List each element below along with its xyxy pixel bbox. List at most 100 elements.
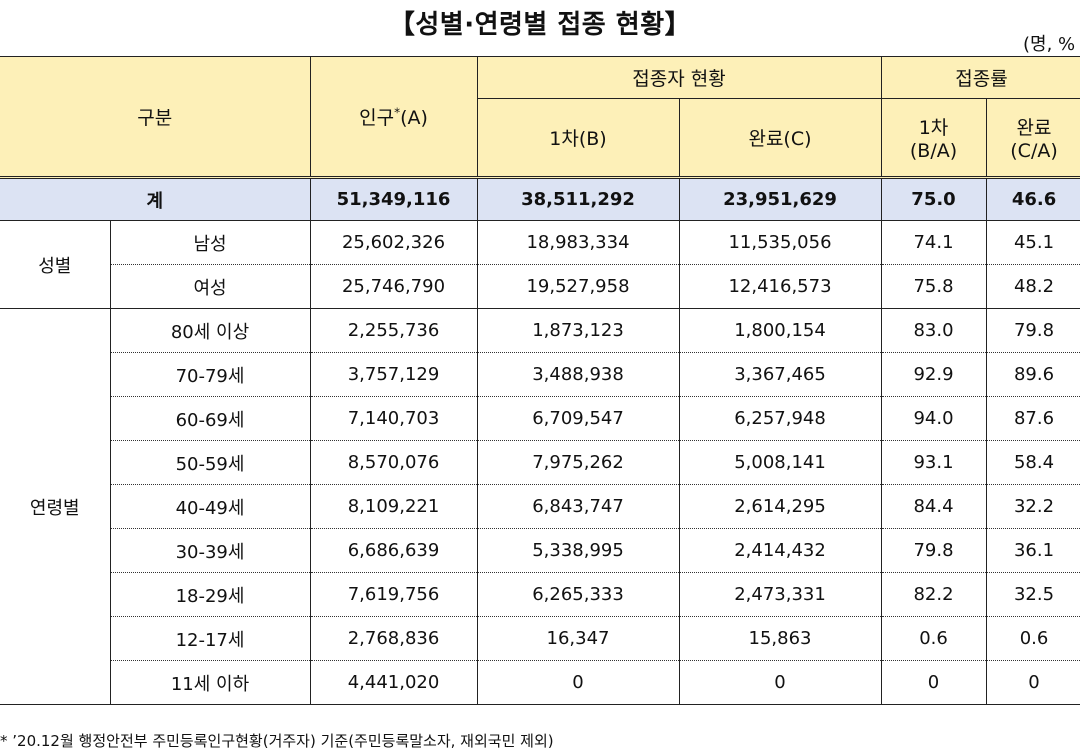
row-rate-completed: 87.6	[985, 396, 1080, 441]
row-rate-completed: 0	[985, 660, 1080, 705]
row-label: 11세 이하	[109, 660, 311, 705]
header-vaccinated-group: 접종자 현황	[476, 56, 882, 99]
header-rate-group: 접종률	[880, 56, 1080, 99]
header-rate-completed-l1: 완료	[1016, 117, 1052, 139]
header-rate-first-l1: 1차	[918, 117, 949, 139]
table-row: 연령별 80세 이상 2,255,736 1,873,123 1,800,154…	[0, 308, 1080, 705]
row-rate-completed: 32.2	[985, 484, 1080, 529]
row-rate-first: 75.8	[880, 264, 987, 309]
row-population: 2,255,736	[309, 308, 478, 353]
total-first: 38,511,292	[476, 176, 680, 221]
row-completed: 2,473,331	[678, 572, 882, 617]
vaccination-table: 구분 인구*(A) 접종자 현황 접종률 1차(B) 완료(C) 1차 (B/A)…	[0, 56, 1080, 705]
row-first: 6,265,333	[476, 572, 680, 617]
table-row: 40-49세 8,109,221 6,843,747 2,614,295 84.…	[0, 484, 1080, 529]
row-completed: 12,416,573	[678, 264, 882, 309]
total-rate-first: 75.0	[880, 176, 987, 221]
row-label: 남성	[109, 220, 311, 265]
row-rate-first: 83.0	[880, 308, 987, 353]
table-row: 18-29세 7,619,756 6,265,333 2,473,331 82.…	[0, 572, 1080, 617]
row-population: 3,757,129	[309, 352, 478, 397]
row-completed: 2,614,295	[678, 484, 882, 529]
table-row: 30-39세 6,686,639 5,338,995 2,414,432 79.…	[0, 528, 1080, 573]
table-row: 11세 이하 4,441,020 0 0 0 0	[0, 660, 1080, 705]
row-population: 25,746,790	[309, 264, 478, 309]
row-label: 30-39세	[109, 528, 311, 573]
row-rate-first: 0	[880, 660, 987, 705]
row-rate-first: 74.1	[880, 220, 987, 265]
row-population: 4,441,020	[309, 660, 478, 705]
table-row: 50-59세 8,570,076 7,975,262 5,008,141 93.…	[0, 440, 1080, 485]
row-population: 6,686,639	[309, 528, 478, 573]
row-label: 80세 이상	[109, 308, 311, 353]
row-rate-completed: 58.4	[985, 440, 1080, 485]
row-label: 60-69세	[109, 396, 311, 441]
row-rate-completed: 45.1	[985, 220, 1080, 265]
header-population-suffix: (A)	[400, 107, 428, 129]
row-population: 8,570,076	[309, 440, 478, 485]
unit-label: (명, %	[1023, 34, 1076, 55]
row-first: 7,975,262	[476, 440, 680, 485]
row-rate-first: 92.9	[880, 352, 987, 397]
row-label: 18-29세	[109, 572, 311, 617]
row-first: 19,527,958	[476, 264, 680, 309]
row-rate-first: 84.4	[880, 484, 987, 529]
row-first: 16,347	[476, 616, 680, 661]
page-title: 【성별·연령별 접종 현황】	[388, 10, 692, 40]
row-completed: 1,800,154	[678, 308, 882, 353]
row-rate-completed: 36.1	[985, 528, 1080, 573]
total-population: 51,349,116	[309, 176, 478, 221]
row-completed: 0	[678, 660, 882, 705]
row-rate-first: 94.0	[880, 396, 987, 441]
row-population: 7,140,703	[309, 396, 478, 441]
row-first: 0	[476, 660, 680, 705]
row-label: 12-17세	[109, 616, 311, 661]
header-completed: 완료(C)	[678, 98, 882, 178]
row-rate-completed: 48.2	[985, 264, 1080, 309]
row-completed: 5,008,141	[678, 440, 882, 485]
header-rate-first-l2: (B/A)	[909, 140, 958, 162]
footnote: * ’20.12월 행정안전부 주민등록인구현황(거주자) 기준(주민등록말소자…	[0, 732, 554, 750]
row-first: 6,843,747	[476, 484, 680, 529]
row-first: 5,338,995	[476, 528, 680, 573]
row-first: 1,873,123	[476, 308, 680, 353]
row-rate-completed: 89.6	[985, 352, 1080, 397]
row-rate-first: 93.1	[880, 440, 987, 485]
row-label: 70-79세	[109, 352, 311, 397]
header-rate-completed: 완료 (C/A)	[985, 98, 1080, 178]
header-population: 인구*(A)	[309, 56, 478, 178]
age-group-label: 연령별	[0, 308, 111, 705]
row-first: 18,983,334	[476, 220, 680, 265]
header-rate-first: 1차 (B/A)	[880, 98, 987, 178]
total-rate-completed: 46.6	[985, 176, 1080, 221]
row-completed: 15,863	[678, 616, 882, 661]
header-gubun: 구분	[0, 56, 311, 178]
table-row: 60-69세 7,140,703 6,709,547 6,257,948 94.…	[0, 396, 1080, 441]
header-population-star: *	[394, 105, 401, 120]
row-first: 3,488,938	[476, 352, 680, 397]
table-row: 여성 25,746,790 19,527,958 12,416,573 75.8…	[0, 264, 1080, 309]
row-rate-first: 82.2	[880, 572, 987, 617]
row-population: 25,602,326	[309, 220, 478, 265]
total-label: 계	[0, 176, 311, 221]
row-rate-completed: 0.6	[985, 616, 1080, 661]
row-completed: 6,257,948	[678, 396, 882, 441]
row-population: 7,619,756	[309, 572, 478, 617]
row-first: 6,709,547	[476, 396, 680, 441]
sex-group-label: 성별	[0, 220, 111, 309]
table-row: 성별 남성 25,602,326 18,983,334 11,535,056 7…	[0, 220, 1080, 309]
row-rate-completed: 32.5	[985, 572, 1080, 617]
header-population-label: 인구	[359, 107, 395, 129]
row-label: 50-59세	[109, 440, 311, 485]
row-population: 8,109,221	[309, 484, 478, 529]
total-completed: 23,951,629	[678, 176, 882, 221]
row-rate-first: 0.6	[880, 616, 987, 661]
table-row: 12-17세 2,768,836 16,347 15,863 0.6 0.6	[0, 616, 1080, 661]
header-first-dose: 1차(B)	[476, 98, 680, 178]
row-completed: 2,414,432	[678, 528, 882, 573]
row-rate-first: 79.8	[880, 528, 987, 573]
table-row: 70-79세 3,757,129 3,488,938 3,367,465 92.…	[0, 352, 1080, 397]
total-row: 계 51,349,116 38,511,292 23,951,629 75.0 …	[0, 176, 1080, 221]
row-population: 2,768,836	[309, 616, 478, 661]
header-rate-completed-l2: (C/A)	[1010, 140, 1058, 162]
